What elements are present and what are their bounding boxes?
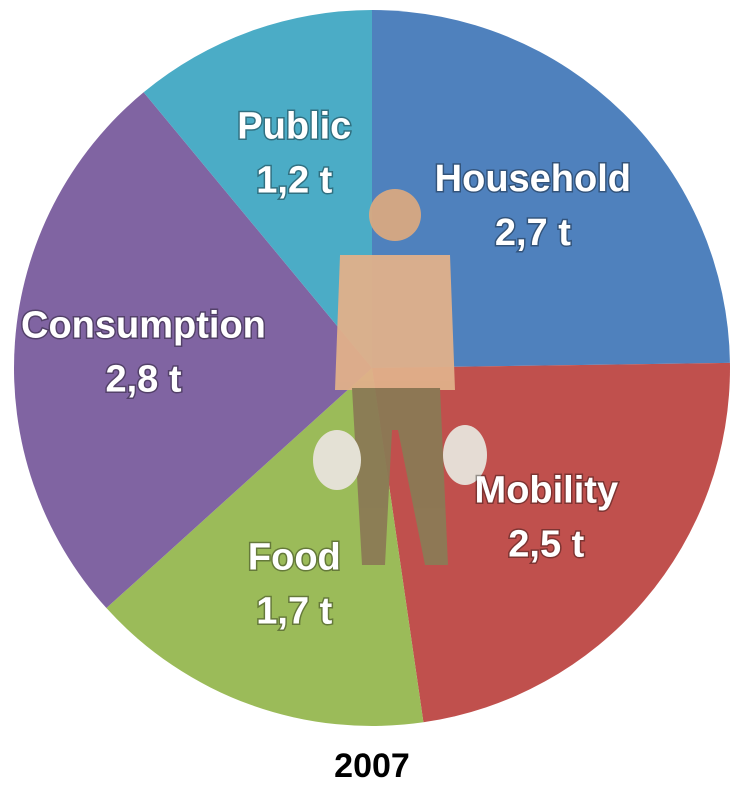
value-label: 2,7 t: [495, 212, 571, 254]
value-label: 1,2 t: [256, 159, 332, 201]
value-label: 1,7 t: [256, 591, 332, 633]
labels: Household 2,7 t Mobility 2,5 t Food 1,7 t Cons…: [20, 104, 633, 634]
pie-slice: [372, 10, 730, 368]
bag: [443, 425, 487, 485]
value-label: 2,5 t: [508, 524, 584, 566]
person-head: [369, 189, 421, 241]
slice-label: Food: [248, 537, 341, 579]
caption: 2007: [334, 747, 410, 785]
person-shirt: [335, 255, 455, 390]
slice-label: Household: [435, 158, 631, 200]
person-illustration: [313, 189, 487, 565]
slice-label: Mobility: [475, 470, 619, 512]
slice-label: Consumption: [21, 305, 266, 347]
pie-slice: [13, 92, 373, 609]
value-label: 2,8 t: [105, 359, 181, 401]
person-trousers: [352, 388, 448, 565]
pie-slice: [143, 10, 372, 368]
bag: [313, 430, 361, 490]
slice-label: Public: [237, 105, 351, 147]
